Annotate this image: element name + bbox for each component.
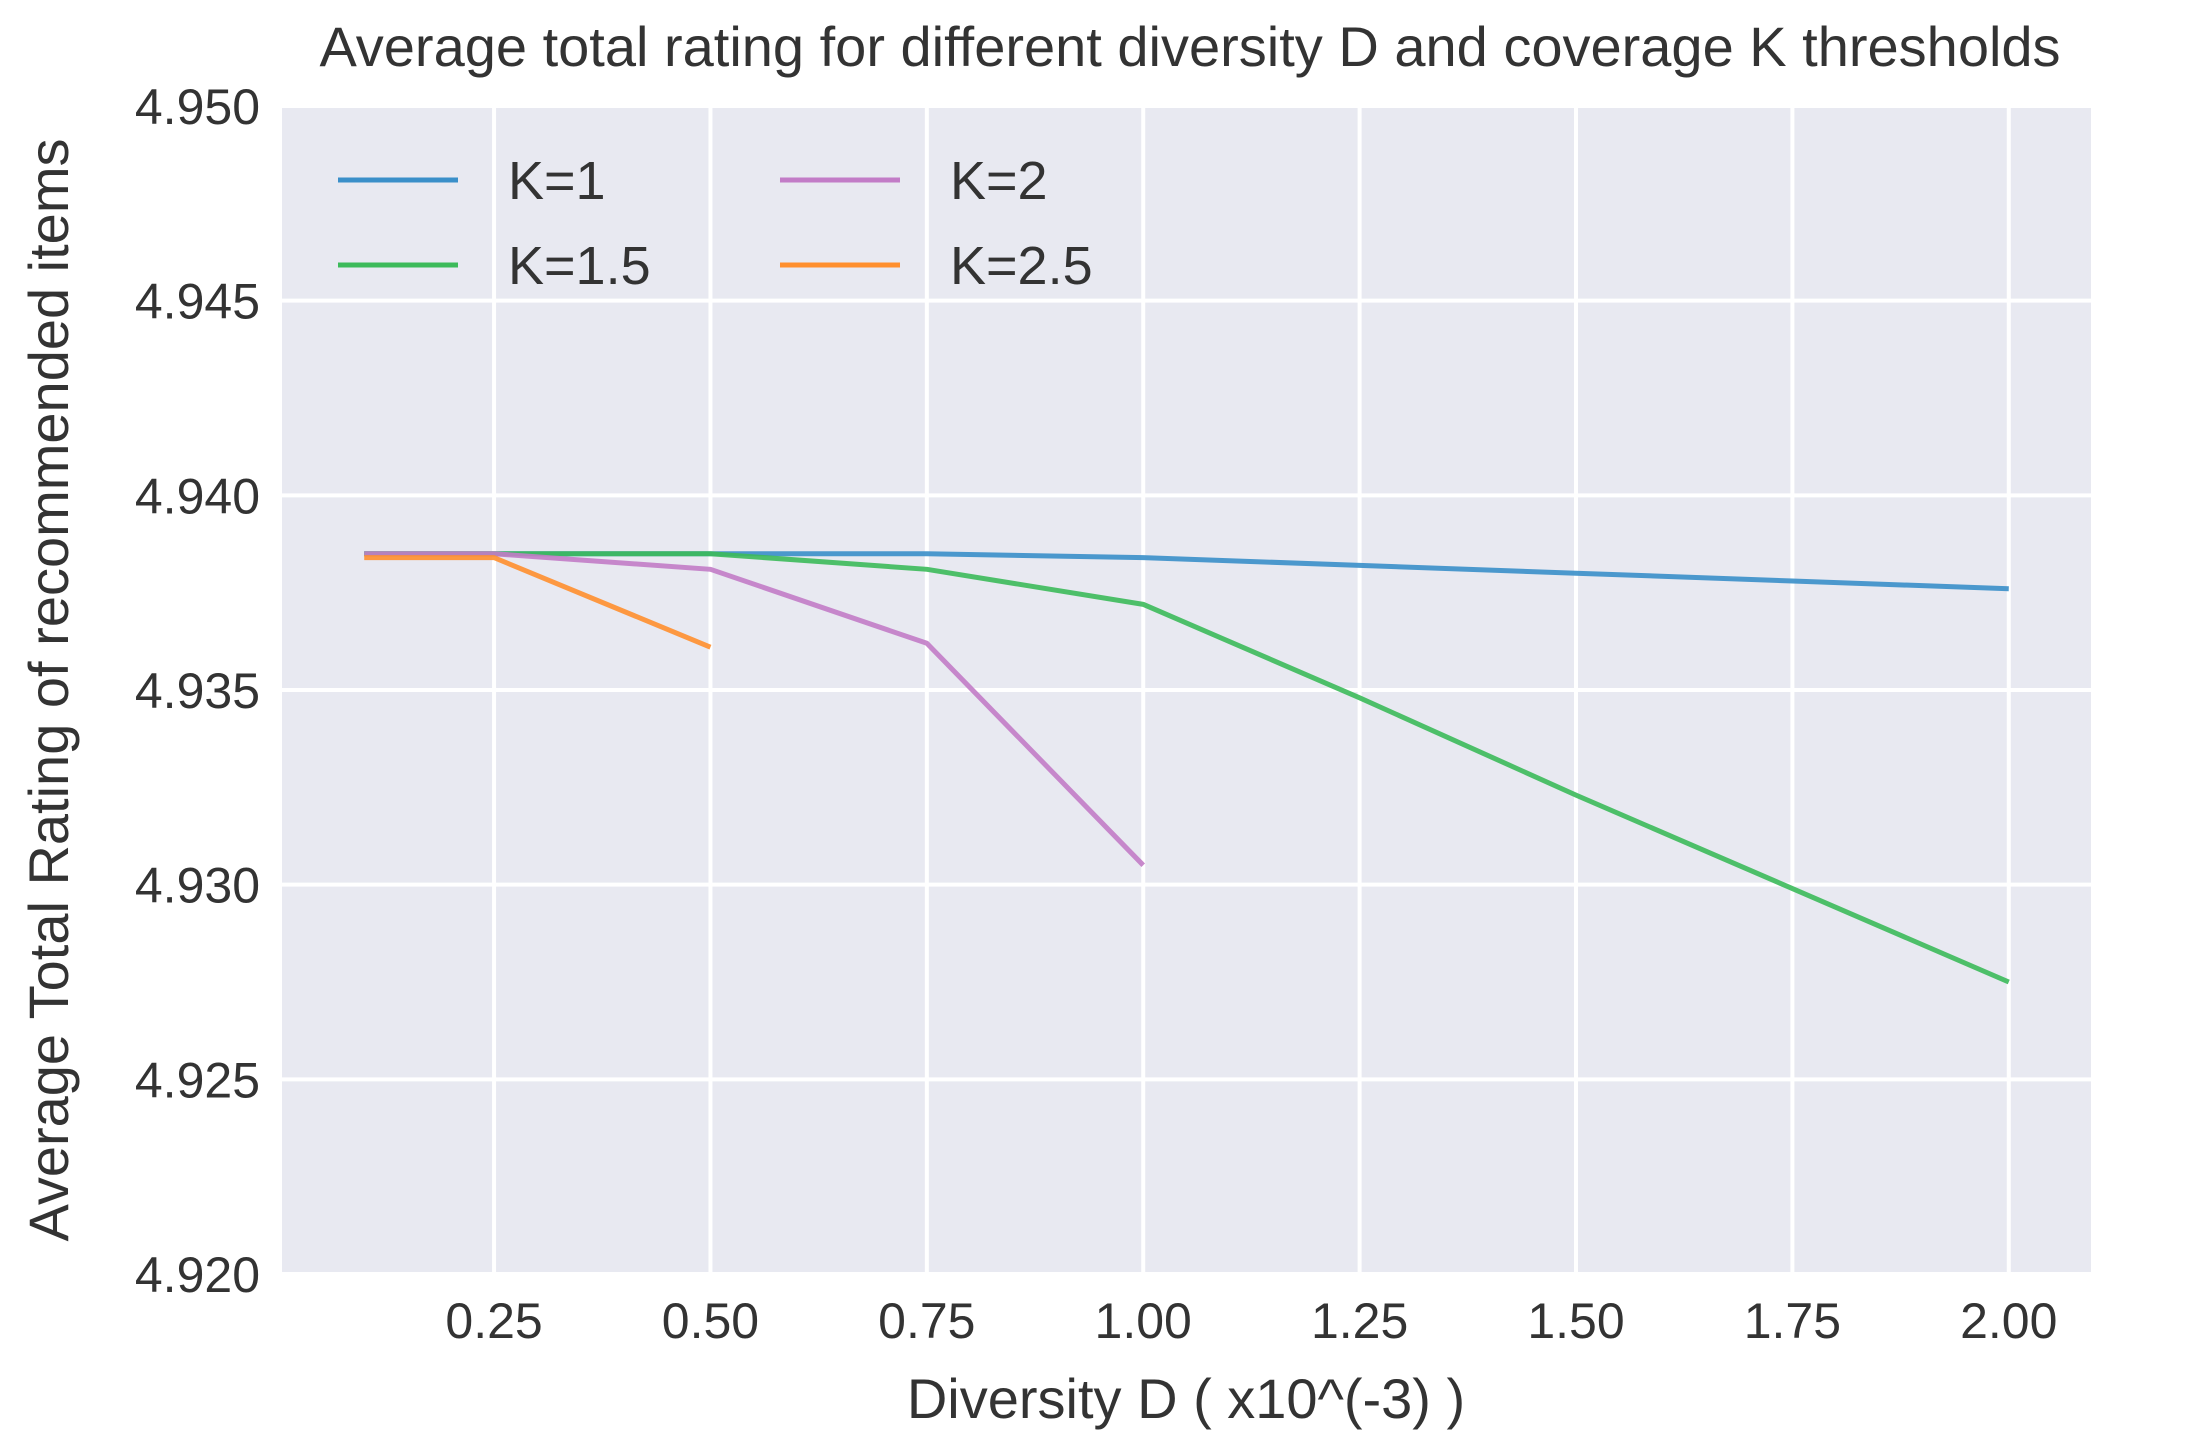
y-tick-label: 4.950 xyxy=(135,79,260,135)
legend-label: K=1 xyxy=(508,151,606,211)
x-tick-label: 1.25 xyxy=(1311,1293,1408,1349)
series-line-k-2 xyxy=(364,551,1146,867)
x-tick-label: 1.00 xyxy=(1095,1293,1192,1349)
series-lines xyxy=(364,551,2010,985)
legend-label: K=2 xyxy=(950,151,1048,211)
legend-label: K=2.5 xyxy=(950,236,1093,296)
x-tick-label: 0.50 xyxy=(662,1293,759,1349)
y-tick-label: 4.930 xyxy=(135,858,260,914)
y-axis-label: Average Total Rating of recommended item… xyxy=(17,139,80,1242)
series-line-k-2-5 xyxy=(364,555,712,650)
legend: K=1 K=1.5 K=2 K=2.5 xyxy=(338,151,1093,296)
legend-label: K=1.5 xyxy=(508,236,651,296)
y-tick-label: 4.940 xyxy=(135,468,260,524)
y-tick-label: 4.925 xyxy=(135,1052,260,1108)
x-axis-label: Diversity D ( x10^(-3) ) xyxy=(907,1367,1465,1430)
chart-title: Average total rating for different diver… xyxy=(319,15,2060,78)
x-tick-label: 1.75 xyxy=(1744,1293,1841,1349)
y-tick-label: 4.935 xyxy=(135,663,260,719)
y-axis-ticks: 4.920 4.925 4.930 4.935 4.940 4.945 4.950 xyxy=(135,79,260,1303)
y-tick-label: 4.920 xyxy=(135,1247,260,1303)
grid xyxy=(282,104,2091,1276)
y-tick-label: 4.945 xyxy=(135,274,260,330)
x-tick-label: 2.00 xyxy=(1960,1293,2057,1349)
x-tick-label: 0.75 xyxy=(878,1293,975,1349)
x-tick-label: 0.25 xyxy=(445,1293,542,1349)
series-line-k-1-5 xyxy=(364,551,2010,985)
x-tick-label: 1.50 xyxy=(1527,1293,1624,1349)
x-axis-ticks: 0.25 0.50 0.75 1.00 1.25 1.50 1.75 2.00 xyxy=(445,1293,2057,1349)
